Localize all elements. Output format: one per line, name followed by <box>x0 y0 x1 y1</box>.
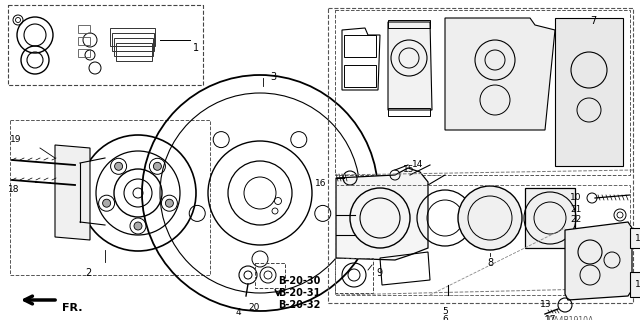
Text: B-20-31: B-20-31 <box>278 288 321 298</box>
Text: 7: 7 <box>590 16 596 26</box>
Text: 18: 18 <box>8 185 19 194</box>
Bar <box>344 65 376 87</box>
Text: T0A4B1910A: T0A4B1910A <box>545 316 595 320</box>
Bar <box>78 37 90 45</box>
Text: 15: 15 <box>403 165 415 174</box>
Text: 4: 4 <box>235 308 241 317</box>
Bar <box>630 228 640 248</box>
Circle shape <box>154 162 161 170</box>
Bar <box>116 43 152 61</box>
Text: 2: 2 <box>85 268 91 278</box>
Bar <box>255 263 285 288</box>
Polygon shape <box>445 18 555 130</box>
Text: 19: 19 <box>10 135 22 144</box>
Bar <box>525 188 575 248</box>
Polygon shape <box>388 22 432 110</box>
Text: 1: 1 <box>193 43 199 53</box>
Text: 12: 12 <box>635 234 640 243</box>
Text: 6: 6 <box>442 315 448 320</box>
Text: 17: 17 <box>545 315 557 320</box>
Text: B-20-32: B-20-32 <box>278 300 321 310</box>
Text: 9: 9 <box>376 268 382 278</box>
Circle shape <box>458 186 522 250</box>
Text: FR.: FR. <box>62 303 83 313</box>
Bar <box>335 185 630 295</box>
Text: 10: 10 <box>570 193 582 202</box>
Bar <box>78 49 90 57</box>
Text: 8: 8 <box>487 258 493 268</box>
Polygon shape <box>55 145 90 240</box>
Bar <box>78 25 90 33</box>
Polygon shape <box>565 222 632 300</box>
Bar <box>10 120 210 275</box>
Bar <box>110 28 155 46</box>
Text: B-20-30: B-20-30 <box>278 276 321 286</box>
Circle shape <box>134 222 142 230</box>
Bar <box>630 272 640 297</box>
Text: 5: 5 <box>442 307 448 316</box>
Bar <box>114 38 153 56</box>
Text: 16: 16 <box>314 179 326 188</box>
Circle shape <box>102 199 111 207</box>
Text: 20: 20 <box>248 303 259 312</box>
Polygon shape <box>336 168 428 260</box>
Bar <box>344 35 376 57</box>
Circle shape <box>115 162 123 170</box>
Bar <box>335 10 630 175</box>
Text: 11: 11 <box>635 280 640 289</box>
Bar <box>388 20 430 28</box>
Bar <box>388 108 430 116</box>
Text: 13: 13 <box>540 300 552 309</box>
Bar <box>335 258 373 293</box>
Circle shape <box>165 199 173 207</box>
Text: 21: 21 <box>570 205 581 214</box>
Text: 3: 3 <box>270 72 276 82</box>
Text: 22: 22 <box>570 215 581 224</box>
Bar <box>328 8 633 303</box>
Bar <box>555 18 623 166</box>
Bar <box>8 5 203 85</box>
Text: 14: 14 <box>412 160 424 169</box>
Bar <box>112 33 154 51</box>
